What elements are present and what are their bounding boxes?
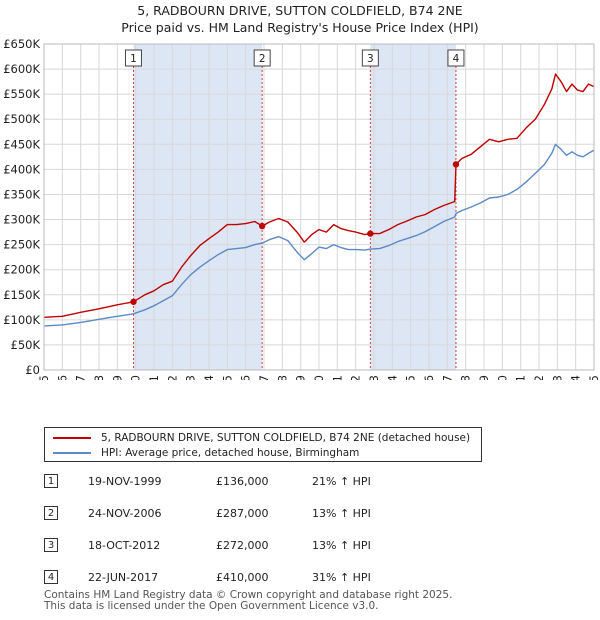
series-line-hpi (43, 143, 595, 327)
y-tick-label: £550K (3, 87, 40, 101)
legend-label-hpi: HPI: Average price, detached house, Birm… (101, 447, 360, 459)
x-tick-label: 2012 (349, 375, 363, 380)
y-tick-label: £350K (3, 187, 40, 201)
x-tick-label: 2006 (239, 375, 253, 380)
x-tick-label: 2001 (147, 375, 161, 380)
x-tick-label: 2022 (532, 375, 546, 380)
y-tick-label: £200K (3, 263, 40, 277)
sale-price: £287,000 (216, 507, 269, 520)
y-tick-label: £0 (25, 363, 40, 377)
x-tick-label: 2008 (275, 375, 289, 380)
sale-date: 24-NOV-2006 (88, 507, 162, 520)
x-tick-label: 2002 (165, 375, 179, 380)
y-tick-label: £150K (3, 288, 40, 302)
y-tick-label: £300K (3, 213, 40, 227)
sale-number-badge: 3 (44, 538, 58, 552)
x-tick-label: 2010 (312, 375, 326, 380)
x-tick-label: 2013 (367, 375, 381, 380)
x-tick-label: 1998 (92, 375, 106, 380)
y-tick-label: £500K (3, 112, 40, 126)
x-tick-label: 2019 (477, 375, 491, 380)
x-tick-label: 1995 (37, 375, 51, 380)
price-chart: £0 £50K £100K £150K £200K £250K £300K £350K £400… (3, 37, 600, 380)
sale-date: 19-NOV-1999 (88, 475, 162, 488)
y-tick-label: £400K (3, 162, 40, 176)
legend-item-hpi: HPI: Average price, detached house, Birm… (53, 446, 359, 460)
sale-hpi-change: 13% ↑ HPI (312, 507, 371, 520)
x-tick-label: 2017 (440, 375, 454, 380)
x-tick-label: 2018 (459, 375, 473, 380)
sale-marker-box (124, 49, 142, 67)
sale-row: 2 24-NOV-2006 £287,000 13% ↑ HPI (44, 504, 444, 524)
x-tick-label: 2015 (404, 375, 418, 380)
legend-label-property: 5, RADBOURN DRIVE, SUTTON COLDFIELD, B74… (101, 432, 471, 444)
sale-price: £272,000 (216, 539, 269, 552)
sale-point (367, 230, 374, 237)
sale-price: £410,000 (216, 571, 269, 584)
chart-legend: 5, RADBOURN DRIVE, SUTTON COLDFIELD, B74… (44, 427, 482, 462)
x-tick-label: 2016 (422, 375, 436, 380)
footer-attribution: Contains HM Land Registry data © Crown c… (44, 590, 452, 612)
sale-point (452, 161, 460, 168)
legend-swatch-property (53, 437, 91, 439)
legend-swatch-hpi (53, 452, 91, 454)
series-line-property (43, 73, 595, 318)
sale-marker-label: 4 (453, 53, 460, 65)
sale-row: 1 19-NOV-1999 £136,000 21% ↑ HPI (44, 472, 444, 492)
sale-marker-label: 3 (367, 53, 374, 65)
chart-title: 5, RADBOURN DRIVE, SUTTON COLDFIELD, B74… (137, 3, 463, 18)
y-tick-label: £250K (3, 238, 40, 252)
x-tick-label: 2011 (330, 375, 344, 380)
sale-hpi-change: 21% ↑ HPI (312, 475, 371, 488)
legend-item-property: 5, RADBOURN DRIVE, SUTTON COLDFIELD, B74… (53, 431, 470, 445)
x-tick-label: 2000 (129, 375, 143, 380)
sale-date: 22-JUN-2017 (88, 571, 159, 584)
y-tick-label: £50K (11, 338, 41, 352)
sale-marker-box (253, 49, 271, 67)
sale-date: 18-OCT-2012 (88, 539, 161, 552)
shaded-period (370, 44, 456, 370)
x-tick-label: 2014 (385, 375, 399, 380)
x-tick-label: 2003 (184, 375, 198, 380)
sale-number-badge: 4 (44, 570, 58, 584)
x-tick-label: 2021 (514, 375, 528, 380)
x-tick-label: 1997 (74, 375, 88, 380)
sale-number-badge: 2 (44, 506, 58, 520)
footer-copyright: Contains HM Land Registry data © Crown c… (44, 589, 453, 601)
sale-marker-label: 2 (259, 53, 266, 65)
x-tick-label: 2005 (220, 375, 234, 380)
y-tick-label: £100K (3, 313, 40, 327)
sale-marker-box (447, 49, 465, 67)
x-tick-label: 2024 (569, 375, 583, 380)
footer-licence: This data is licensed under the Open Gov… (44, 600, 379, 612)
sale-hpi-change: 13% ↑ HPI (312, 539, 371, 552)
sale-marker-label: 1 (130, 53, 137, 65)
x-tick-label: 1996 (55, 375, 69, 380)
x-tick-label: 2007 (257, 375, 271, 380)
plot-border (43, 43, 595, 371)
sale-point (258, 222, 266, 230)
x-tick-label: 2020 (495, 375, 509, 380)
y-tick-label: £450K (3, 137, 40, 151)
chart-subtitle: Price paid vs. HM Land Registry's House … (121, 20, 479, 35)
sale-number-badge: 1 (44, 474, 58, 488)
sale-row: 4 22-JUN-2017 £410,000 31% ↑ HPI (44, 568, 444, 588)
x-tick-label: 2025 (587, 375, 600, 380)
sale-marker-box (361, 49, 379, 67)
sale-hpi-change: 31% ↑ HPI (312, 571, 371, 584)
sale-row: 3 18-OCT-2012 £272,000 13% ↑ HPI (44, 536, 444, 556)
sale-price: £136,000 (216, 475, 269, 488)
y-tick-label: £650K (3, 37, 40, 51)
sale-point (130, 298, 137, 305)
x-tick-label: 1999 (110, 375, 124, 380)
x-tick-label: 2023 (550, 375, 564, 380)
shaded-period (133, 44, 263, 370)
x-tick-label: 2009 (294, 375, 308, 380)
y-tick-label: £600K (3, 62, 40, 76)
x-tick-label: 2004 (202, 375, 216, 380)
